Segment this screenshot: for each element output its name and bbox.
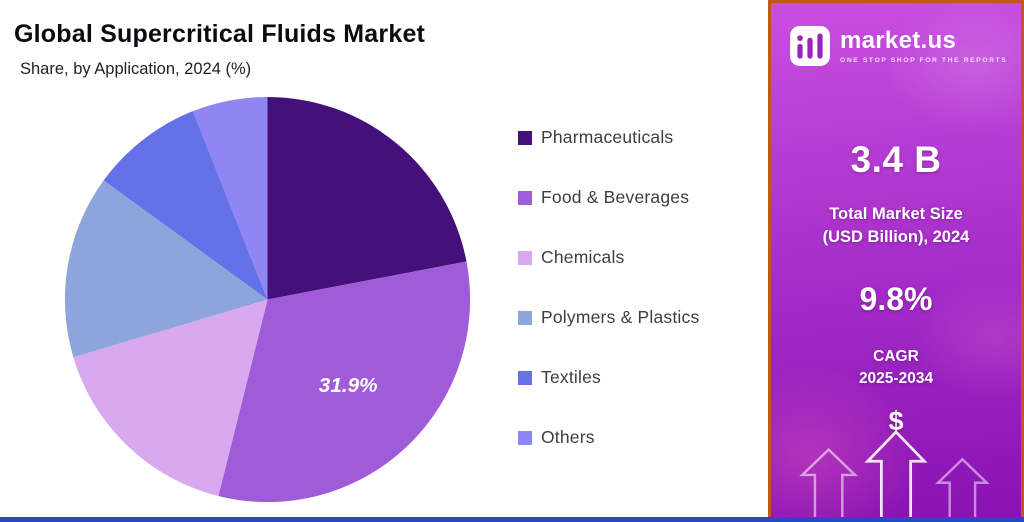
pie-slice-pharmaceuticals [267, 96, 467, 300]
market-size-label-line2: (USD Billion), 2024 [822, 228, 970, 247]
legend-label: Food & Beverages [541, 187, 690, 207]
legend-swatch [518, 310, 532, 325]
brand-name: market.us [840, 27, 957, 55]
cagr-label-line1: CAGR [873, 348, 919, 365]
legend-swatch [518, 250, 532, 265]
page-subtitle: Share, by Application, 2024 (%) [20, 60, 252, 78]
legend-swatch [518, 130, 532, 145]
chart-section: Global Supercritical Fluids Market Share… [14, 20, 700, 507]
slice-value-label: 31.9% [319, 374, 378, 397]
pie-slice-food-beverages [218, 261, 471, 503]
legend-swatch [518, 430, 532, 445]
legend-item-polymers-plastics: Polymers & Plastics [518, 306, 699, 329]
brand-tagline: ONE STOP SHOP FOR THE REPORTS [840, 56, 1008, 64]
legend-swatch [518, 190, 532, 205]
cagr-label-line2: 2025-2034 [858, 369, 934, 387]
pie-chart: 31.9% [60, 92, 475, 507]
brand-logo: market.us ONE STOP SHOP FOR THE REPORTS [789, 25, 1007, 67]
legend-label: Chemicals [541, 247, 625, 267]
legend-item-food-beverages: Food & Beverages [518, 186, 699, 209]
legend-swatch [518, 370, 532, 385]
pie-chart-svg: 31.9% [64, 96, 471, 503]
legend-label: Textiles [541, 367, 601, 387]
pie-slice-others [192, 96, 268, 300]
pie-slice-textiles [103, 111, 268, 300]
legend-label: Pharmaceuticals [541, 127, 674, 147]
cagr-label: CAGR 2025-2034 [771, 346, 1021, 389]
legend-item-others: Others [518, 426, 699, 449]
brand-text-block: market.us ONE STOP SHOP FOR THE REPORTS [840, 28, 1007, 63]
page-title: Global Supercritical Fluids Market [14, 20, 426, 48]
market-size-label-line1: Total Market Size [829, 205, 963, 223]
legend-label: Others [541, 427, 595, 447]
legend-item-chemicals: Chemicals [518, 246, 699, 269]
legend-item-textiles: Textiles [518, 366, 699, 389]
cagr-value: 9.8% [859, 281, 933, 317]
pie-slice-chemicals [73, 299, 268, 497]
dollar-symbol: $ [888, 406, 904, 436]
legend-item-pharmaceuticals: Pharmaceuticals [518, 126, 699, 149]
market-size-label: Total Market Size (USD Billion), 2024 [771, 203, 1021, 249]
bottom-accent-bar [0, 517, 1024, 522]
legend-label: Polymers & Plastics [541, 307, 700, 327]
marketus-logo-icon [789, 25, 831, 67]
growth-arrows-icon [771, 427, 1021, 519]
legend: Pharmaceuticals Food & Beverages Chemicals… [518, 126, 699, 449]
market-size-value: 3.4 B [850, 139, 942, 180]
pie-slice-polymers-plastics [64, 180, 268, 358]
side-panel: market.us ONE STOP SHOP FOR THE REPORTS … [768, 0, 1024, 522]
